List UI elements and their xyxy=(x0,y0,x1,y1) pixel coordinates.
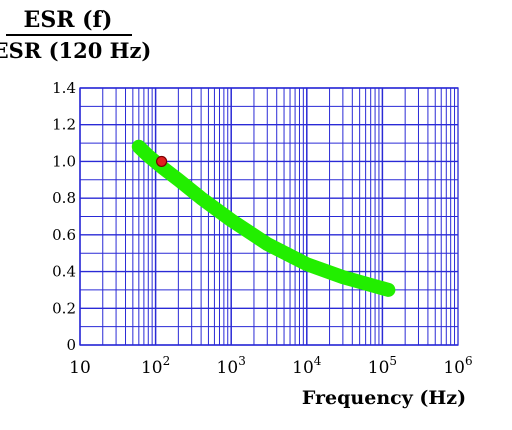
x-tick-label: 10 xyxy=(69,358,91,378)
plot-frame xyxy=(79,87,459,346)
grid-lines xyxy=(79,87,458,346)
esr-curve xyxy=(131,139,396,297)
y-tick-label: 1.0 xyxy=(52,152,76,170)
y-tick-label: 0.2 xyxy=(52,299,76,317)
y-tick-label: 0.8 xyxy=(52,189,76,207)
y-tick-label: 1.4 xyxy=(52,79,76,97)
y-tick-label: 0.6 xyxy=(52,226,76,244)
x-tick-label: 105 xyxy=(368,354,397,378)
tick-labels: 0 0.2 0.4 0.6 0.8 1.0 1.2 1.4 10 102 103 104 105 106 xyxy=(52,79,473,378)
x-tick-label: 104 xyxy=(292,354,322,378)
y-tick-label: 0.4 xyxy=(52,263,76,281)
ylabel-denominator: ESR (120 Hz) xyxy=(0,38,151,63)
ylabel-numerator: ESR (f) xyxy=(24,7,113,33)
reference-point-marker xyxy=(155,155,168,168)
y-tick-label: 1.2 xyxy=(52,116,76,134)
x-tick-label: 103 xyxy=(217,354,246,378)
x-tick-label: 102 xyxy=(141,354,170,378)
x-axis-label: Frequency (Hz) xyxy=(302,387,466,409)
y-tick-label: 0 xyxy=(66,336,76,354)
x-tick-label: 106 xyxy=(443,354,472,378)
curve-layer xyxy=(131,139,396,297)
